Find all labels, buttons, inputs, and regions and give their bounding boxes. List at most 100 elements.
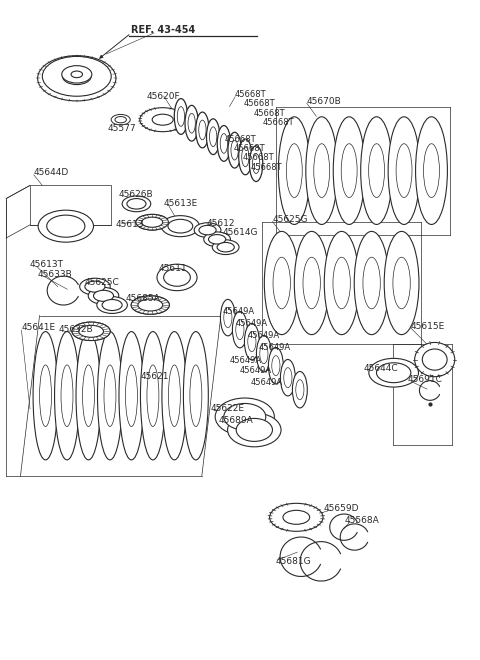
Text: 45668T: 45668T bbox=[234, 90, 266, 99]
Ellipse shape bbox=[212, 240, 239, 255]
Ellipse shape bbox=[242, 147, 249, 167]
Ellipse shape bbox=[119, 331, 144, 460]
Ellipse shape bbox=[284, 368, 292, 387]
Ellipse shape bbox=[209, 127, 217, 147]
Ellipse shape bbox=[62, 65, 92, 83]
Ellipse shape bbox=[71, 71, 83, 78]
Ellipse shape bbox=[199, 120, 206, 140]
Ellipse shape bbox=[294, 232, 329, 335]
Ellipse shape bbox=[185, 106, 198, 141]
Text: 45577: 45577 bbox=[108, 124, 136, 133]
Ellipse shape bbox=[260, 344, 268, 364]
Ellipse shape bbox=[363, 257, 380, 309]
Ellipse shape bbox=[244, 323, 259, 360]
Text: 45620F: 45620F bbox=[147, 92, 180, 100]
Ellipse shape bbox=[287, 144, 302, 197]
Ellipse shape bbox=[147, 365, 159, 426]
Ellipse shape bbox=[324, 232, 359, 335]
Text: 45668T: 45668T bbox=[253, 109, 285, 117]
Ellipse shape bbox=[161, 216, 199, 237]
Text: 45681G: 45681G bbox=[276, 557, 312, 566]
Ellipse shape bbox=[142, 217, 163, 227]
Ellipse shape bbox=[239, 139, 252, 175]
Ellipse shape bbox=[416, 117, 447, 224]
Ellipse shape bbox=[88, 287, 119, 304]
Ellipse shape bbox=[97, 331, 122, 460]
Ellipse shape bbox=[217, 125, 230, 161]
Ellipse shape bbox=[140, 108, 186, 132]
Ellipse shape bbox=[423, 144, 440, 197]
Ellipse shape bbox=[384, 232, 419, 335]
Text: 45622E: 45622E bbox=[210, 405, 244, 413]
Text: 45614G: 45614G bbox=[222, 228, 258, 237]
Ellipse shape bbox=[224, 308, 232, 327]
Ellipse shape bbox=[252, 154, 260, 174]
Ellipse shape bbox=[273, 257, 290, 309]
Text: 45668T: 45668T bbox=[263, 118, 295, 127]
Ellipse shape bbox=[248, 331, 256, 352]
Ellipse shape bbox=[333, 257, 350, 309]
Ellipse shape bbox=[122, 196, 151, 212]
Text: 45625C: 45625C bbox=[84, 278, 119, 287]
Text: 45691C: 45691C bbox=[408, 376, 443, 384]
Ellipse shape bbox=[131, 296, 169, 314]
Ellipse shape bbox=[62, 68, 91, 84]
Ellipse shape bbox=[168, 219, 193, 233]
Text: 45613E: 45613E bbox=[164, 199, 198, 209]
Ellipse shape bbox=[204, 232, 230, 247]
Ellipse shape bbox=[79, 325, 104, 337]
Ellipse shape bbox=[136, 214, 168, 230]
Text: 45668T: 45668T bbox=[233, 144, 265, 153]
Text: 45612: 45612 bbox=[206, 219, 235, 228]
Text: REF. 43-454: REF. 43-454 bbox=[131, 25, 195, 35]
Text: 45621: 45621 bbox=[141, 372, 169, 381]
Ellipse shape bbox=[183, 331, 208, 460]
Ellipse shape bbox=[111, 114, 130, 125]
Ellipse shape bbox=[215, 398, 275, 436]
Ellipse shape bbox=[232, 312, 247, 348]
Text: 45649A: 45649A bbox=[251, 378, 283, 387]
Ellipse shape bbox=[162, 331, 187, 460]
Ellipse shape bbox=[396, 144, 412, 197]
Ellipse shape bbox=[264, 232, 299, 335]
Ellipse shape bbox=[152, 114, 173, 125]
Ellipse shape bbox=[220, 133, 228, 153]
Ellipse shape bbox=[164, 269, 191, 286]
Ellipse shape bbox=[280, 360, 295, 396]
Ellipse shape bbox=[104, 365, 116, 426]
Ellipse shape bbox=[61, 365, 73, 426]
Text: 45613T: 45613T bbox=[29, 260, 63, 269]
Text: 45568A: 45568A bbox=[345, 516, 380, 525]
Ellipse shape bbox=[174, 98, 188, 135]
Text: 45633B: 45633B bbox=[37, 270, 72, 279]
Ellipse shape bbox=[220, 300, 235, 336]
Ellipse shape bbox=[42, 56, 111, 96]
Ellipse shape bbox=[306, 117, 337, 224]
Ellipse shape bbox=[314, 144, 330, 197]
Ellipse shape bbox=[38, 210, 94, 242]
Ellipse shape bbox=[80, 279, 110, 295]
Text: 45641E: 45641E bbox=[22, 323, 56, 332]
Ellipse shape bbox=[360, 117, 393, 224]
Ellipse shape bbox=[268, 347, 283, 384]
Ellipse shape bbox=[341, 144, 357, 197]
Ellipse shape bbox=[102, 300, 122, 311]
Ellipse shape bbox=[208, 234, 226, 244]
Ellipse shape bbox=[37, 55, 116, 101]
Ellipse shape bbox=[125, 365, 137, 426]
Ellipse shape bbox=[190, 365, 202, 426]
Ellipse shape bbox=[236, 418, 273, 442]
Ellipse shape bbox=[376, 363, 411, 383]
Text: 45668T: 45668T bbox=[225, 135, 256, 144]
Ellipse shape bbox=[354, 232, 389, 335]
Ellipse shape bbox=[157, 264, 197, 290]
Ellipse shape bbox=[141, 331, 166, 460]
Ellipse shape bbox=[369, 358, 419, 387]
Text: 45649A: 45649A bbox=[240, 366, 272, 376]
Ellipse shape bbox=[283, 510, 310, 524]
Text: 45649A: 45649A bbox=[259, 343, 291, 352]
Text: 45649A: 45649A bbox=[247, 331, 279, 340]
Ellipse shape bbox=[194, 222, 221, 238]
Ellipse shape bbox=[131, 296, 169, 314]
Text: 45649A: 45649A bbox=[229, 356, 262, 365]
